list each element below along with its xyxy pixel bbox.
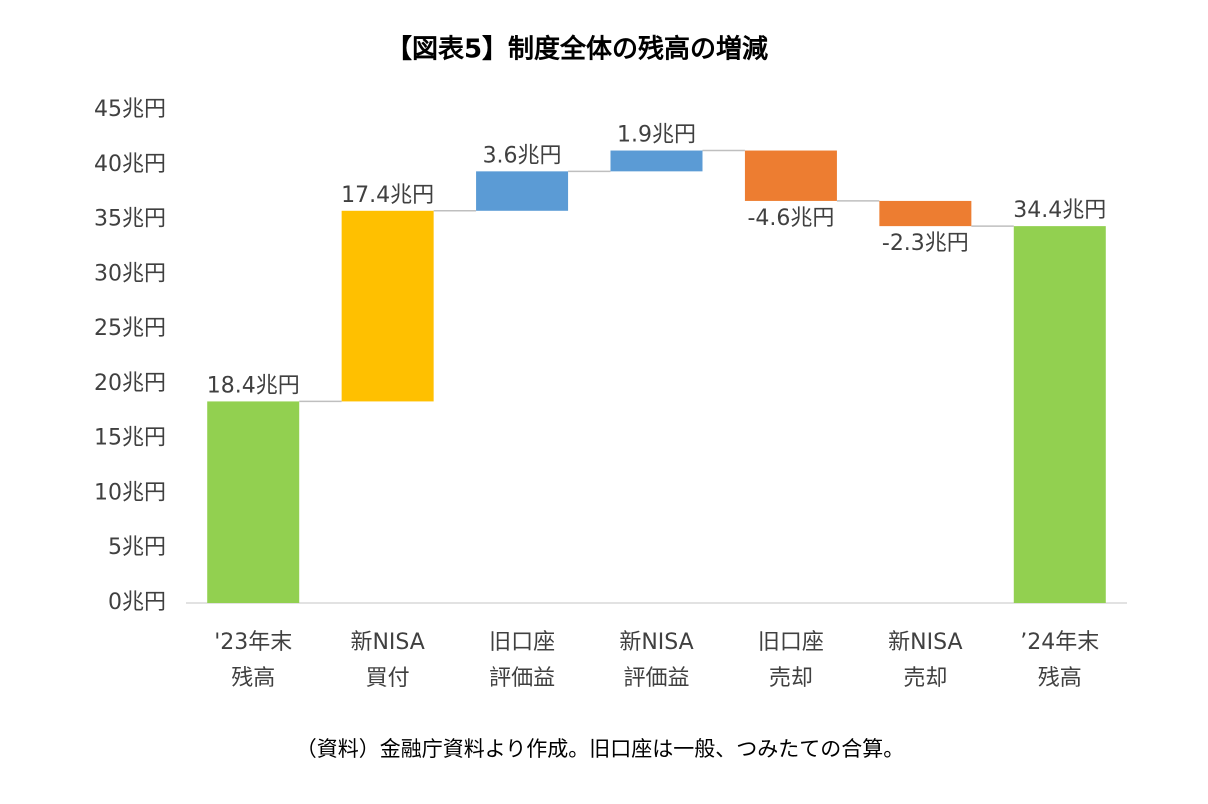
x-tick-label: 旧口座 <box>489 630 555 655</box>
value-label: 18.4兆円 <box>207 373 300 398</box>
bar <box>1013 226 1106 603</box>
value-label: 3.6兆円 <box>483 143 562 168</box>
bar <box>207 401 300 603</box>
y-tick-label: 15兆円 <box>94 426 166 451</box>
y-tick-label: 20兆円 <box>94 371 166 396</box>
value-label: 17.4兆円 <box>341 183 434 208</box>
x-tick-label: 評価益 <box>489 666 555 691</box>
x-tick-label: 残高 <box>231 666 275 691</box>
x-tick-label: 新NISA <box>888 630 962 655</box>
x-tick-label: 買付 <box>366 666 410 691</box>
x-tick-label: 売却 <box>903 666 947 691</box>
x-tick-label: ’24年末 <box>1020 630 1099 655</box>
x-tick-label: '23年末 <box>214 630 292 655</box>
y-tick-label: 0兆円 <box>108 590 166 615</box>
value-label: 1.9兆円 <box>617 123 696 148</box>
value-label: 34.4兆円 <box>1013 198 1106 223</box>
x-tick-label: 売却 <box>769 666 813 691</box>
y-tick-label: 45兆円 <box>94 97 166 122</box>
footnote: （資料）金融庁資料より作成。旧口座は一般、つみたての合算。 <box>296 737 905 761</box>
bar <box>341 210 434 402</box>
x-tick-label: 評価益 <box>623 666 689 691</box>
y-tick-label: 25兆円 <box>94 316 166 341</box>
y-tick-label: 40兆円 <box>94 152 166 177</box>
y-tick-label: 10兆円 <box>94 480 166 505</box>
bar <box>744 150 837 201</box>
x-tick-label: 残高 <box>1038 666 1082 691</box>
y-tick-label: 5兆円 <box>108 535 166 560</box>
bar <box>879 200 972 227</box>
bar <box>476 171 569 211</box>
value-label: -4.6兆円 <box>747 206 834 231</box>
value-label: -2.3兆円 <box>882 231 969 256</box>
y-tick-label: 35兆円 <box>94 207 166 232</box>
x-tick-label: 新NISA <box>350 630 424 655</box>
y-tick-label: 30兆円 <box>94 261 166 286</box>
bar <box>610 150 703 172</box>
chart-title: 【図表5】制度全体の残高の増減 <box>386 34 768 65</box>
x-tick-label: 旧口座 <box>758 630 824 655</box>
x-tick-label: 新NISA <box>619 630 693 655</box>
